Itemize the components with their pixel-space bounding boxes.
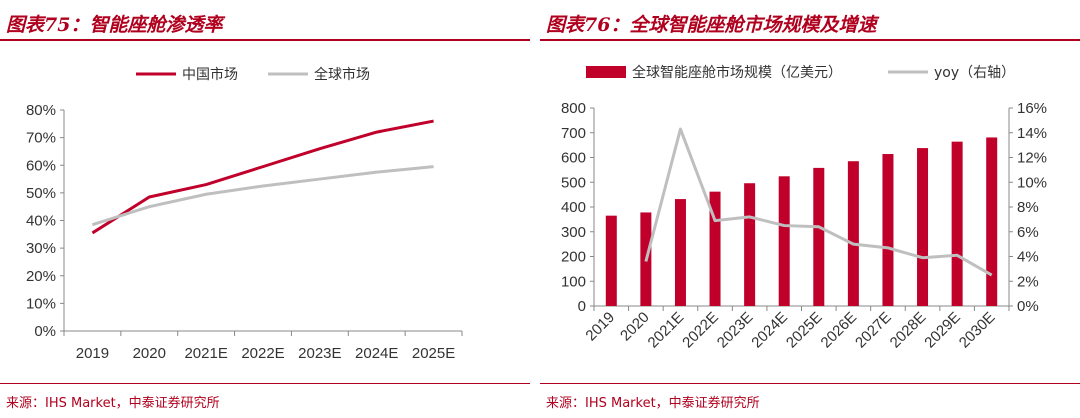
right-title-rule (540, 39, 1080, 41)
x-tick-label-5: 2024E (748, 309, 791, 352)
left-y-tick-label-0: 0 (578, 298, 586, 315)
legend-label-yoy: yoy（右轴） (934, 65, 1015, 81)
right-y-tick-label-5: 10% (1017, 174, 1047, 191)
left-chart-panel: 图表75：智能座舱渗透率 中国市场 全球市场 0% 10% 20% 30% 40% 50% 60… (0, 0, 530, 418)
y-tick-label-1: 10% (26, 295, 56, 312)
x-tick-label-1: 2020 (133, 345, 166, 362)
bar-7 (847, 161, 859, 306)
x-tick-label-6: 2025E (412, 345, 455, 362)
x-tick-label-6: 2025E (783, 309, 826, 352)
bar-10 (951, 141, 963, 306)
left-y-tick-label-7: 700 (561, 125, 586, 142)
x-tick-label-4: 2023E (298, 345, 341, 362)
y-tick-label-6: 60% (26, 157, 56, 174)
right-y-tick-label-3: 6% (1017, 224, 1039, 241)
left-y-tick-label-5: 500 (561, 174, 586, 191)
right-source-note: 来源：IHS Market，中泰证券研究所 (546, 396, 760, 411)
right-y-tick-label-1: 2% (1017, 273, 1039, 290)
right-footer-rule (540, 383, 1080, 384)
x-tick-label-5: 2024E (355, 345, 398, 362)
bar-4 (744, 183, 756, 306)
x-tick-label-0: 2019 (582, 309, 618, 345)
right-y-tick-label-4: 8% (1017, 199, 1039, 216)
bar-3 (709, 191, 721, 306)
left-y-tick-label-3: 300 (561, 224, 586, 241)
left-y-tick-label-1: 100 (561, 273, 586, 290)
x-tick-label-8: 2027E (852, 309, 895, 352)
series-line-1 (91, 165, 434, 227)
x-tick-label-4: 2023E (714, 309, 757, 352)
market-size-bar-chart: 全球智能座舱市场规模（亿美元） yoy（右轴） 0 100 200 300 400 500 60… (561, 64, 1047, 352)
left-title-row: 图表75：智能座舱渗透率 (0, 3, 530, 41)
x-tick-label-9: 2028E (887, 309, 930, 352)
y-tick-label-7: 70% (26, 130, 56, 147)
right-y-tick-label-7: 14% (1017, 125, 1047, 142)
left-y-tick-label-8: 800 (561, 100, 586, 117)
bar-2 (674, 199, 686, 306)
bar-9 (917, 148, 929, 306)
y-tick-label-0: 0% (34, 323, 56, 340)
right-chart-title: 图表76：全球智能座舱市场规模及增速 (546, 14, 877, 36)
right-title-row: 图表76：全球智能座舱市场规模及增速 (540, 3, 1080, 41)
x-tick-label-2: 2021E (645, 309, 688, 352)
x-tick-label-3: 2022E (241, 345, 284, 362)
right-y-tick-label-2: 4% (1017, 249, 1039, 266)
bar-8 (882, 154, 894, 306)
bar-11 (986, 137, 998, 306)
legend-label-1: 全球市场 (314, 66, 370, 83)
x-tick-label-3: 2022E (679, 309, 722, 352)
legend-label-0: 中国市场 (182, 66, 238, 83)
left-source-note: 来源：IHS Market，中泰证券研究所 (6, 396, 220, 411)
right-y-tick-label-6: 12% (1017, 150, 1047, 167)
left-title-rule (0, 39, 530, 41)
left-y-tick-label-4: 400 (561, 199, 586, 216)
x-tick-label-2: 2021E (184, 345, 227, 362)
right-y-tick-label-8: 16% (1017, 100, 1047, 117)
legend-label-bar: 全球智能座舱市场规模（亿美元） (632, 64, 842, 81)
legend-swatch-bar (586, 66, 626, 78)
x-tick-label-0: 2019 (76, 345, 109, 362)
bar-5 (778, 176, 790, 306)
series-line-0 (91, 119, 434, 235)
y-tick-label-4: 40% (26, 213, 56, 230)
penetration-line-chart: 中国市场 全球市场 0% 10% 20% 30% 40% 50% 60% 70% 80% 2019 20… (26, 66, 463, 362)
left-chart-title: 图表75：智能座舱渗透率 (6, 14, 223, 36)
x-tick-label-10: 2029E (921, 309, 964, 352)
left-y-tick-label-2: 200 (561, 249, 586, 266)
x-tick-label-11: 2030E (956, 309, 999, 352)
left-y-tick-label-6: 600 (561, 150, 586, 167)
bar-6 (813, 167, 825, 306)
y-tick-label-3: 30% (26, 240, 56, 257)
right-y-tick-label-0: 0% (1017, 298, 1039, 315)
left-footer-rule (0, 383, 530, 384)
y-tick-label-2: 20% (26, 268, 56, 285)
bar-0 (605, 215, 617, 306)
y-tick-label-5: 50% (26, 185, 56, 202)
x-tick-label-7: 2026E (818, 309, 861, 352)
y-tick-label-8: 80% (26, 102, 56, 119)
right-chart-panel: 图表76：全球智能座舱市场规模及增速 全球智能座舱市场规模（亿美元） yoy（右轴… (540, 0, 1080, 418)
